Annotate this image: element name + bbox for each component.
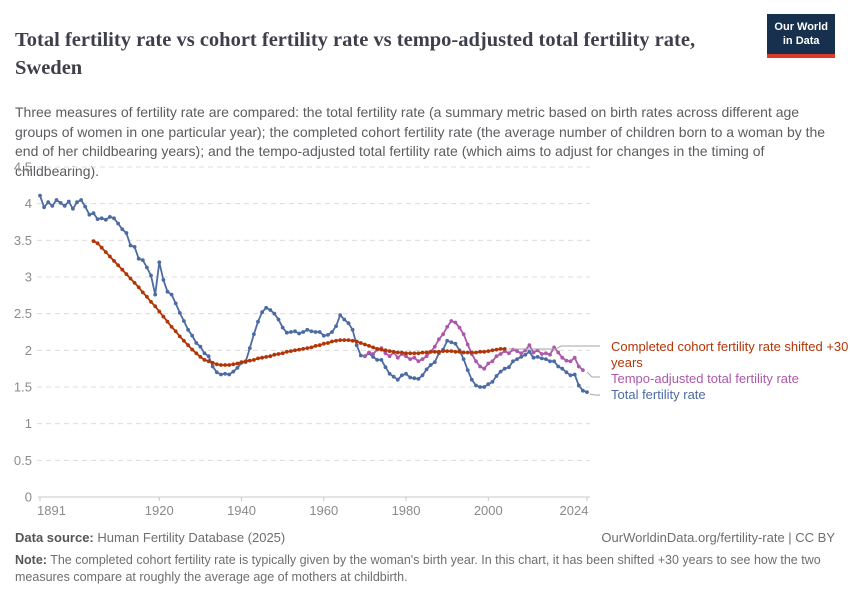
svg-text:2000: 2000 (474, 503, 503, 518)
legend-item-cohort-fertility[interactable]: Completed cohort fertility rate shifted … (611, 339, 849, 370)
data-source-label: Data source: (15, 530, 94, 545)
fertility-chart-plot[interactable]: 0 0.5 1 1.5 2 2.5 3 3.5 4 4.5 1891 1920 1940 1960 1980… (0, 152, 850, 528)
svg-text:4: 4 (25, 196, 32, 211)
chart-footer: Data source: Human Fertility Database (2… (15, 530, 835, 545)
owid-logo[interactable]: Our World in Data (767, 14, 835, 58)
owid-logo-line1: Our World (774, 21, 828, 33)
data-source-value: Human Fertility Database (2025) (97, 530, 286, 545)
owid-cc-link[interactable]: OurWorldinData.org/fertility-rate | CC B… (601, 530, 835, 545)
svg-text:1891: 1891 (37, 503, 66, 518)
svg-text:1.5: 1.5 (14, 380, 32, 395)
data-source: Data source: Human Fertility Database (2… (15, 530, 285, 545)
svg-text:0.5: 0.5 (14, 453, 32, 468)
legend-item-total-fertility[interactable]: Total fertility rate (611, 387, 706, 402)
chart-note: Note: The completed cohort fertility rat… (15, 552, 823, 585)
svg-text:1: 1 (25, 416, 32, 431)
svg-text:2: 2 (25, 343, 32, 358)
note-text: The completed cohort fertility rate is t… (15, 553, 821, 584)
svg-text:2024: 2024 (560, 503, 589, 518)
svg-text:3: 3 (25, 270, 32, 285)
svg-text:1960: 1960 (309, 503, 338, 518)
page-title: Total fertility rate vs cohort fertility… (15, 28, 696, 79)
svg-text:3.5: 3.5 (14, 233, 32, 248)
svg-text:1980: 1980 (392, 503, 421, 518)
owid-logo-line2: in Data (782, 35, 820, 48)
svg-text:1940: 1940 (227, 503, 256, 518)
svg-text:0: 0 (25, 490, 32, 505)
svg-text:1920: 1920 (145, 503, 174, 518)
svg-text:2.5: 2.5 (14, 306, 32, 321)
chart-subtitle: Three measures of fertility rate are com… (15, 104, 826, 179)
legend-item-tempo-adjusted[interactable]: Tempo-adjusted total fertility rate (611, 371, 799, 386)
note-label: Note: (15, 553, 47, 567)
svg-text:4.5: 4.5 (14, 160, 32, 175)
